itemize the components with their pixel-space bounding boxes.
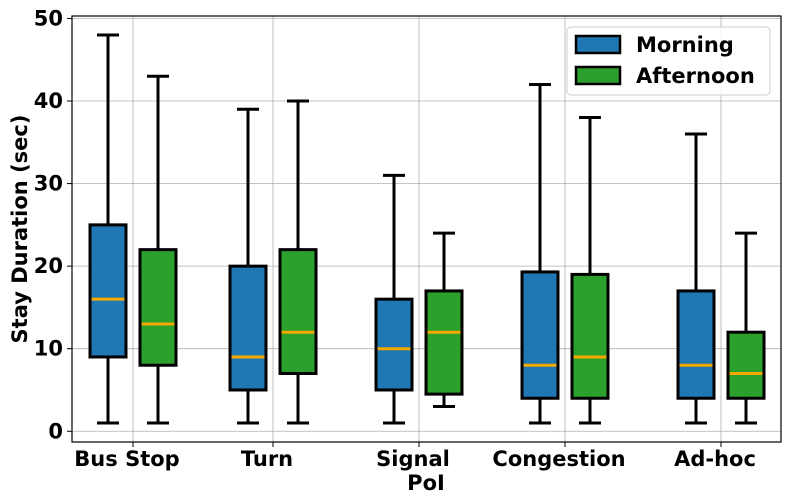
box-afternoon-signal: [424, 231, 464, 408]
x-tick-label-turn: Turn: [241, 447, 293, 471]
legend-label-morning: Morning: [636, 33, 734, 57]
iqr-box: [424, 289, 464, 396]
iqr-box: [138, 248, 178, 367]
iqr-box: [374, 297, 414, 392]
y-axis-ticks: 0 10 20 30 40 50: [34, 6, 72, 443]
iqr-box: [228, 264, 268, 392]
box-morning-turn: [228, 107, 268, 425]
y-axis-label: Stay Duration (sec): [8, 115, 32, 344]
box-afternoon-bus-stop: [138, 74, 178, 425]
plot-frame: [71, 15, 782, 443]
x-tick-label-signal: Signal: [376, 447, 450, 471]
iqr-box: [520, 270, 560, 400]
y-tick-label: 20: [34, 254, 63, 278]
iqr-box: [570, 272, 610, 400]
y-tick-label: 50: [34, 6, 63, 30]
legend-swatch-afternoon: [574, 65, 622, 86]
x-axis-ticks: Bus Stop Turn Signal Congestion Ad-hoc: [74, 442, 756, 471]
y-tick-label: 10: [34, 337, 63, 361]
box-morning-bus-stop: [88, 33, 128, 425]
x-tick-label-congestion: Congestion: [492, 447, 625, 471]
iqr-box: [278, 248, 318, 375]
box-afternoon-congestion: [570, 116, 610, 425]
legend: Morning Afternoon: [566, 26, 771, 96]
y-tick-label: 30: [34, 172, 63, 196]
boxes: [88, 33, 766, 425]
legend-label-afternoon: Afternoon: [636, 64, 755, 88]
iqr-box: [88, 223, 128, 359]
x-tick-label-bus-stop: Bus Stop: [74, 447, 179, 471]
box-afternoon-ad-hoc: [726, 231, 766, 425]
iqr-box: [676, 289, 716, 400]
box-morning-congestion: [520, 83, 560, 425]
legend-swatch-morning: [574, 34, 622, 55]
box-morning-signal: [374, 173, 414, 425]
y-tick-label: 40: [34, 89, 63, 113]
box-morning-ad-hoc: [676, 132, 716, 425]
x-tick-label-ad-hoc: Ad-hoc: [674, 447, 756, 471]
iqr-box: [726, 330, 766, 400]
x-axis-label: PoI: [407, 471, 445, 495]
box-afternoon-turn: [278, 99, 318, 425]
y-tick-label: 0: [48, 419, 63, 443]
